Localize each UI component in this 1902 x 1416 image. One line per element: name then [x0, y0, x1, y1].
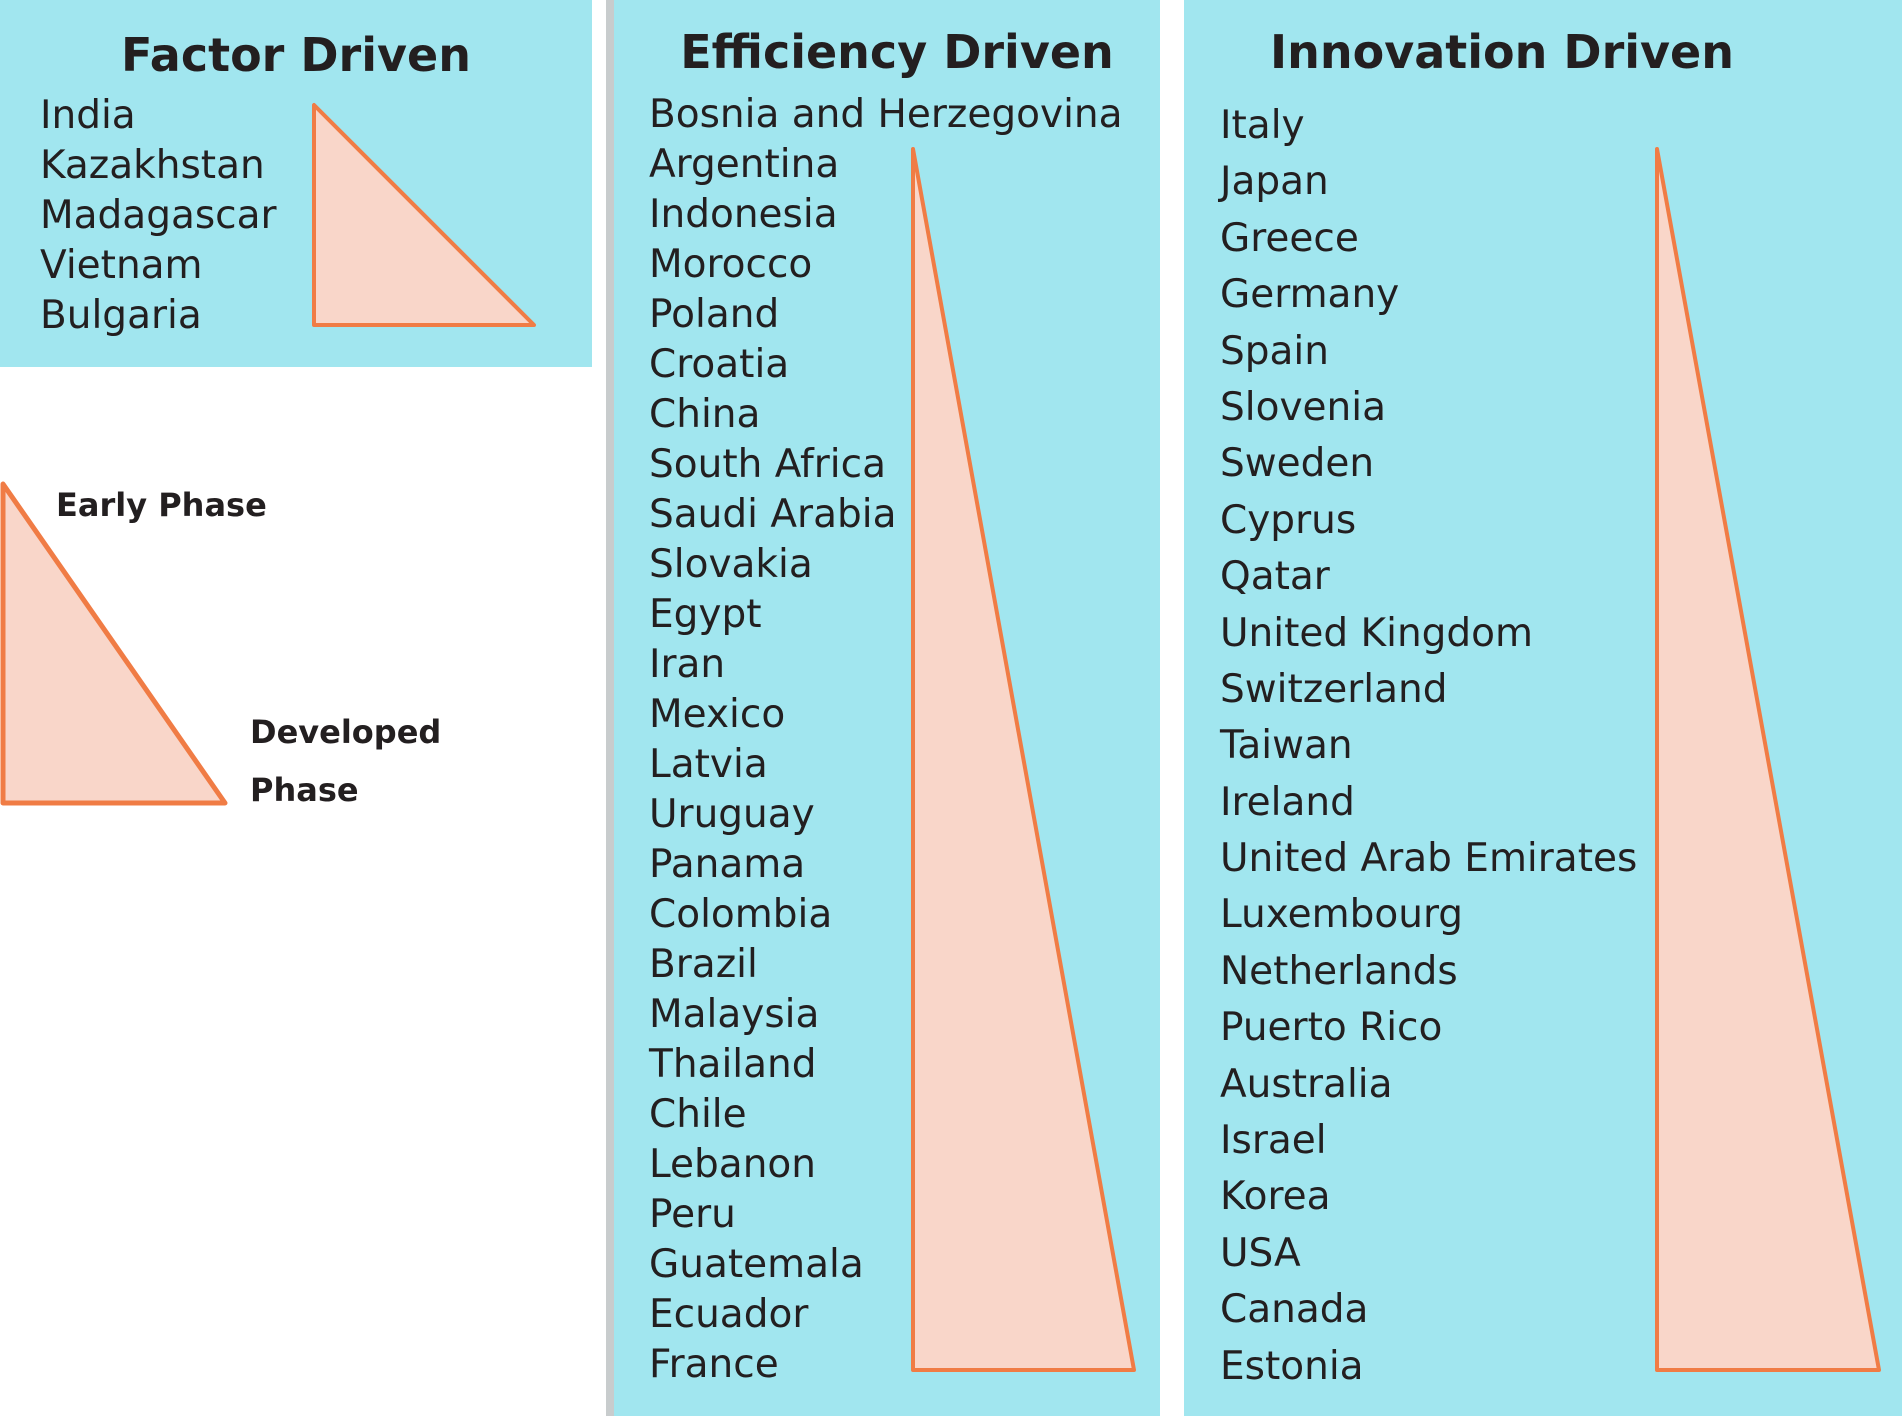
country-item: Bulgaria [40, 293, 202, 338]
factor-driven-title: Factor Driven [121, 28, 471, 82]
efficiency-driven-panel: Efficiency Driven Bosnia and Herzegovina… [614, 0, 1160, 1416]
country-item: Poland [649, 292, 780, 337]
country-item: Thailand [649, 1042, 817, 1087]
country-item: Italy [1220, 103, 1305, 148]
efficiency-phase-triangle-icon [911, 147, 1136, 1372]
country-item: France [649, 1342, 779, 1387]
legend-triangle-icon [0, 481, 228, 806]
country-item: Madagascar [40, 193, 277, 238]
country-item: Sweden [1220, 441, 1375, 487]
country-item: Australia [1220, 1061, 1393, 1107]
country-item: Qatar [1220, 554, 1330, 600]
country-item: Canada [1220, 1287, 1369, 1333]
legend-developed-line2: Phase [250, 771, 359, 809]
country-item: Uruguay [649, 792, 815, 837]
efficiency-panel-divider [606, 0, 614, 1416]
country-item: Morocco [649, 242, 813, 287]
country-item: Bosnia and Herzegovina [649, 92, 1123, 137]
legend-developed-line1: Developed [250, 713, 442, 751]
country-item: Iran [649, 642, 726, 687]
country-item: Panama [649, 842, 806, 887]
country-item: China [649, 392, 761, 437]
country-item: Greece [1220, 215, 1359, 261]
country-item: Slovakia [649, 542, 813, 587]
country-item: Colombia [649, 892, 833, 937]
country-item: Estonia [1220, 1343, 1364, 1389]
country-item: Chile [649, 1092, 747, 1137]
legend-early-phase-label: Early Phase [56, 486, 267, 524]
country-item: India [40, 93, 136, 138]
country-item: Brazil [649, 942, 758, 987]
country-item: Germany [1220, 272, 1400, 318]
country-item: Japan [1220, 159, 1329, 205]
country-item: United Arab Emirates [1220, 836, 1638, 882]
country-item: Korea [1220, 1174, 1331, 1220]
country-item: Latvia [649, 742, 768, 787]
country-item: Croatia [649, 342, 790, 387]
innovation-driven-panel: Innovation Driven Italy Japan Greece German… [1184, 0, 1902, 1416]
innovation-driven-title: Innovation Driven [1270, 25, 1734, 79]
country-item: Malaysia [649, 992, 820, 1037]
legend-developed-phase-label: Developed Phase [250, 703, 441, 819]
country-item: Argentina [649, 142, 840, 187]
country-item: Taiwan [1220, 723, 1353, 769]
country-item: Ireland [1220, 779, 1355, 825]
country-item: United Kingdom [1220, 610, 1534, 656]
country-item: Vietnam [40, 243, 203, 288]
efficiency-driven-country-list: Bosnia and Herzegovina Argentina Indonesia… [649, 90, 1123, 1390]
country-item: Cyprus [1220, 497, 1357, 543]
country-item: Mexico [649, 692, 786, 737]
country-item: Switzerland [1220, 666, 1448, 712]
country-item: Saudi Arabia [649, 492, 897, 537]
innovation-phase-triangle-icon [1655, 147, 1881, 1372]
country-item: Puerto Rico [1220, 1005, 1443, 1051]
country-item: USA [1220, 1230, 1301, 1276]
country-item: Spain [1220, 328, 1329, 374]
efficiency-driven-title: Efficiency Driven [680, 25, 1114, 79]
factor-driven-panel: Factor Driven India Kazakhstan Madagascar V… [0, 0, 592, 367]
country-item: Luxembourg [1220, 892, 1464, 938]
country-item: Ecuador [649, 1292, 809, 1337]
country-item: Slovenia [1220, 384, 1386, 430]
country-item: Guatemala [649, 1242, 864, 1287]
country-item: Israel [1220, 1118, 1327, 1164]
country-item: Netherlands [1220, 948, 1458, 994]
innovation-driven-country-list: Italy Japan Greece Germany Spain Slovenia Swed… [1220, 98, 1637, 1395]
factor-driven-country-list: India Kazakhstan Madagascar Vietnam Bulgaria [40, 91, 277, 341]
country-item: Lebanon [649, 1142, 816, 1187]
country-item: Kazakhstan [40, 143, 265, 188]
factor-phase-triangle-icon [312, 103, 536, 327]
country-item: Indonesia [649, 192, 838, 237]
country-item: Egypt [649, 592, 762, 637]
country-item: Peru [649, 1192, 736, 1237]
country-item: South Africa [649, 442, 886, 487]
